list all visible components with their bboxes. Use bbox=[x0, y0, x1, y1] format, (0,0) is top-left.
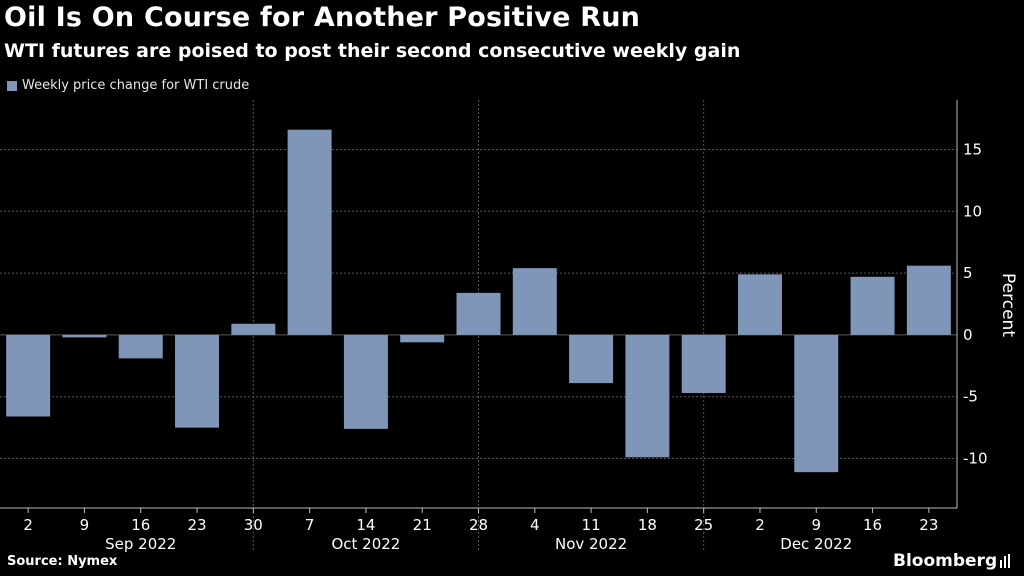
y-tick-label: 5 bbox=[963, 264, 973, 282]
y-axis-title: Percent bbox=[998, 273, 1018, 337]
chart-title: Oil Is On Course for Another Positive Ru… bbox=[4, 2, 641, 33]
bar bbox=[118, 334, 163, 359]
x-tick-label: 9 bbox=[80, 516, 90, 534]
bar bbox=[681, 334, 726, 394]
month-label: Sep 2022 bbox=[105, 535, 176, 553]
bar bbox=[906, 265, 951, 335]
bar bbox=[737, 274, 782, 335]
bar bbox=[343, 334, 388, 429]
x-tick-label: 16 bbox=[131, 516, 150, 534]
legend-swatch bbox=[7, 80, 17, 91]
bar bbox=[6, 334, 51, 417]
y-tick-label: 0 bbox=[963, 326, 973, 344]
x-tick-label: 7 bbox=[305, 516, 315, 534]
month-label: Oct 2022 bbox=[331, 535, 400, 553]
x-tick-label: 4 bbox=[530, 516, 540, 534]
x-tick-label: 2 bbox=[755, 516, 765, 534]
x-tick-label: 18 bbox=[638, 516, 657, 534]
month-label: Dec 2022 bbox=[780, 535, 852, 553]
x-tick-label: 23 bbox=[919, 516, 938, 534]
brand-logo: Bloomberg bbox=[893, 551, 1011, 571]
bar bbox=[62, 334, 107, 338]
brand-name: Bloomberg bbox=[893, 551, 998, 571]
x-tick-label: 2 bbox=[23, 516, 33, 534]
y-tick-label: -5 bbox=[963, 388, 978, 406]
bar bbox=[175, 334, 220, 428]
y-tick-label: 10 bbox=[963, 202, 982, 220]
x-tick-label: 30 bbox=[244, 516, 263, 534]
x-tick-label: 23 bbox=[187, 516, 206, 534]
bar bbox=[400, 334, 445, 343]
x-tick-label: 14 bbox=[356, 516, 375, 534]
x-tick-label: 28 bbox=[469, 516, 488, 534]
legend-label: Weekly price change for WTI crude bbox=[22, 78, 250, 93]
chart-subtitle: WTI futures are poised to post their sec… bbox=[4, 40, 741, 62]
legend: Weekly price change for WTI crude bbox=[7, 78, 249, 93]
source-note: Source: Nymex bbox=[7, 554, 118, 569]
x-tick-label: 16 bbox=[863, 516, 882, 534]
y-tick-label: 15 bbox=[963, 140, 982, 158]
bar bbox=[794, 334, 839, 473]
bar bbox=[512, 268, 557, 335]
brand-mark-icon bbox=[1000, 554, 1011, 568]
y-tick-label: -10 bbox=[963, 450, 988, 468]
bar bbox=[850, 276, 895, 335]
x-tick-label: 9 bbox=[811, 516, 821, 534]
x-tick-label: 25 bbox=[694, 516, 713, 534]
month-label: Nov 2022 bbox=[555, 535, 627, 553]
bar bbox=[569, 334, 614, 384]
bar bbox=[231, 323, 276, 335]
bar bbox=[625, 334, 670, 458]
x-tick-label: 21 bbox=[413, 516, 432, 534]
x-tick-label: 11 bbox=[582, 516, 601, 534]
bar bbox=[287, 129, 332, 335]
bar bbox=[456, 292, 501, 335]
